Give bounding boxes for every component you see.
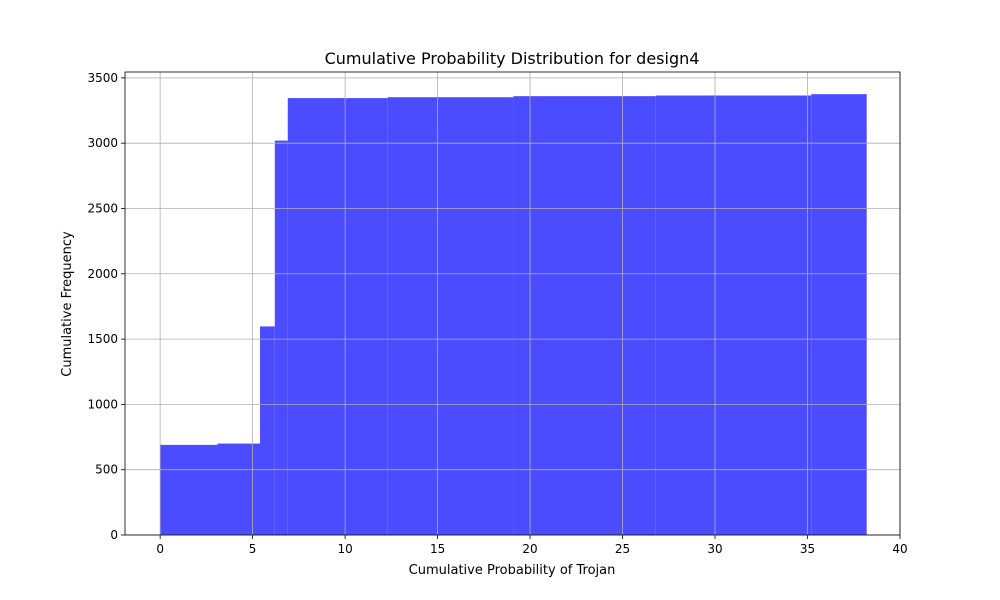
y-tick-label: 3000 (87, 136, 118, 150)
x-tick-label: 35 (800, 542, 815, 556)
y-tick-label: 500 (95, 463, 118, 477)
x-axis-label: Cumulative Probability of Trojan (409, 563, 616, 578)
x-axis-ticks: 0 5 10 15 20 25 30 35 40 (156, 535, 908, 556)
y-tick-label: 1500 (87, 332, 118, 346)
y-tick-label: 2500 (87, 201, 118, 215)
histogram-bar-5 (387, 97, 514, 535)
histogram-bar-7 (655, 95, 812, 536)
histogram-bar-1 (217, 443, 261, 535)
histogram-bar-3 (274, 140, 288, 535)
y-tick-label: 0 (110, 528, 118, 542)
x-tick-label: 25 (615, 542, 630, 556)
plot-frame (124, 71, 901, 536)
histogram-bar-8 (811, 94, 867, 536)
y-axis-label: Cumulative Frequency (60, 231, 75, 377)
histogram-bar-2 (260, 326, 275, 535)
x-tick-label: 20 (522, 542, 537, 556)
y-tick-label: 1000 (87, 397, 118, 411)
y-tick-label: 3500 (87, 71, 118, 85)
x-tick-label: 15 (430, 542, 445, 556)
chart-title: Cumulative Probability Distribution for … (325, 49, 700, 68)
x-tick-label: 5 (249, 542, 257, 556)
histogram-bar-6 (513, 96, 656, 535)
histogram-bar-4 (287, 98, 388, 535)
x-tick-label: 0 (156, 542, 164, 556)
y-axis-ticks: 0 500 1000 1500 2000 2500 3000 3500 (87, 71, 125, 542)
y-tick-label: 2000 (87, 267, 118, 281)
x-tick-label: 10 (337, 542, 352, 556)
histogram-bar-0 (160, 444, 218, 535)
histogram-bars (160, 94, 867, 536)
x-tick-label: 30 (707, 542, 722, 556)
x-tick-label: 40 (892, 542, 907, 556)
